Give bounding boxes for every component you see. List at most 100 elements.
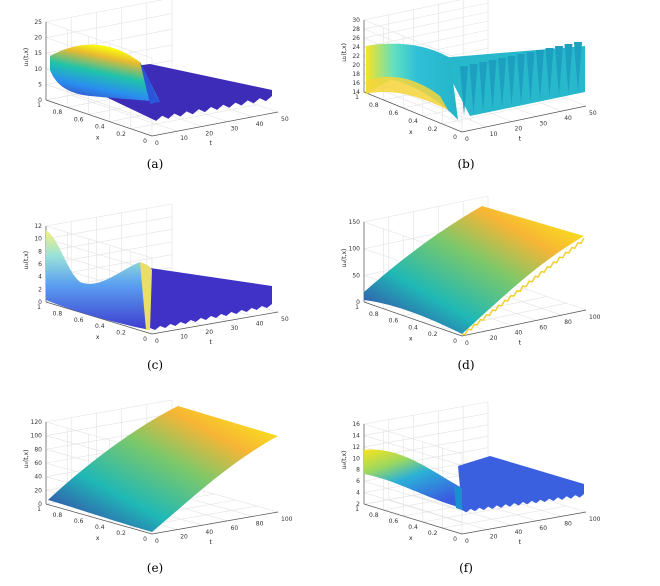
t-axis-line bbox=[461, 309, 587, 337]
z-tick-label: 2 bbox=[356, 501, 360, 508]
z-tick-label: 22 bbox=[352, 53, 360, 60]
t-tick-label: 60 bbox=[231, 525, 239, 532]
panel-caption: (e) bbox=[147, 561, 163, 575]
x-tick-label: 0.2 bbox=[428, 331, 438, 338]
surface-oscillation bbox=[461, 237, 585, 336]
t-axis-line bbox=[151, 511, 279, 535]
z-tick-label: 0 bbox=[38, 501, 42, 508]
z-axis-label: u₂(t,x) bbox=[341, 43, 348, 62]
z-tick-label: 16 bbox=[352, 80, 360, 87]
x-axis-line bbox=[45, 503, 153, 535]
panel-f: 24681012141600.20.40.60.81020406080100u₆… bbox=[341, 401, 601, 575]
x-tick-label: 0 bbox=[453, 134, 457, 141]
z-tick-label: 10 bbox=[352, 455, 360, 462]
x-tick-label: 0.4 bbox=[95, 124, 105, 131]
t-tick-label: 20 bbox=[205, 130, 213, 137]
x-tick-label: 1 bbox=[355, 94, 359, 101]
x-axis-label: x bbox=[96, 334, 100, 341]
x-tick-label: 1 bbox=[37, 506, 41, 513]
t-tick-label: 30 bbox=[231, 325, 239, 332]
t-tick-label: 40 bbox=[515, 529, 523, 536]
z-tick-label: 6 bbox=[356, 478, 360, 485]
z-tick-label: 14 bbox=[352, 432, 360, 439]
t-tick-label: 50 bbox=[589, 110, 597, 117]
x-tick-label: 0.6 bbox=[74, 116, 84, 123]
x-tick-label: 1 bbox=[37, 102, 41, 109]
t-tick-label: 0 bbox=[465, 538, 469, 545]
z-tick-label: 28 bbox=[352, 26, 360, 33]
t-tick-label: 30 bbox=[231, 126, 239, 133]
surface-oscillation bbox=[460, 42, 582, 116]
t-tick-label: 0 bbox=[155, 538, 159, 545]
x-tick-label: 0.6 bbox=[389, 318, 399, 325]
panel-caption: (b) bbox=[457, 157, 474, 171]
x-tick-label: 0.4 bbox=[408, 118, 418, 125]
z-tick-label: 4 bbox=[356, 490, 360, 497]
t-tick-label: 100 bbox=[589, 516, 601, 523]
z-tick-label: 60 bbox=[34, 460, 42, 467]
panel-caption: (d) bbox=[457, 358, 474, 372]
z-tick-label: 20 bbox=[34, 35, 42, 42]
t-tick-label: 80 bbox=[256, 520, 264, 527]
x-axis-label: x bbox=[409, 129, 413, 136]
panel-a: 051015202500.20.40.60.8101020304050u₁(t,… bbox=[23, 0, 289, 171]
t-tick-label: 40 bbox=[515, 330, 523, 337]
z-tick-label: 24 bbox=[352, 44, 360, 51]
surface bbox=[364, 449, 584, 513]
x-tick-label: 1 bbox=[355, 304, 359, 311]
surface-tail bbox=[458, 456, 584, 513]
z-tick-label: 8 bbox=[38, 248, 42, 255]
x-tick-label: 0.8 bbox=[53, 109, 63, 116]
surface bbox=[366, 42, 585, 120]
z-tick-label: 5 bbox=[38, 81, 42, 88]
z-tick-label: 0 bbox=[38, 97, 42, 104]
t-tick-label: 30 bbox=[539, 120, 547, 127]
surface-hump bbox=[50, 44, 160, 102]
t-tick-label: 20 bbox=[205, 329, 213, 336]
x-tick-label: 0.2 bbox=[116, 530, 126, 537]
x-tick-label: 0.2 bbox=[116, 330, 126, 337]
t-tick-label: 40 bbox=[256, 121, 264, 128]
surface bbox=[50, 44, 272, 121]
x-tick-label: 0 bbox=[453, 536, 457, 543]
surface bbox=[46, 230, 272, 330]
z-tick-label: 12 bbox=[352, 444, 360, 451]
z-tick-label: 80 bbox=[34, 446, 42, 453]
z-tick-label: 18 bbox=[352, 71, 360, 78]
x-tick-label: 0.8 bbox=[53, 310, 63, 317]
t-tick-label: 40 bbox=[256, 320, 264, 327]
x-tick-label: 0.4 bbox=[95, 524, 105, 531]
surface bbox=[364, 206, 585, 336]
x-tick-label: 0.8 bbox=[369, 311, 379, 318]
t-tick-label: 20 bbox=[515, 126, 523, 133]
t-tick-label: 80 bbox=[564, 319, 572, 326]
x-tick-label: 1 bbox=[355, 506, 359, 513]
x-tick-label: 0 bbox=[143, 138, 147, 145]
z-tick-label: 2 bbox=[38, 286, 42, 293]
x-tick-label: 0.6 bbox=[74, 317, 84, 324]
x-axis-line bbox=[363, 301, 463, 337]
t-tick-label: 80 bbox=[564, 520, 572, 527]
z-tick-label: 40 bbox=[34, 474, 42, 481]
t-axis-label: t bbox=[519, 339, 522, 346]
z-tick-label: 15 bbox=[34, 50, 42, 57]
z-axis-label: u₆(t,x) bbox=[341, 451, 348, 470]
z-tick-label: 0 bbox=[356, 299, 360, 306]
t-tick-label: 0 bbox=[155, 338, 159, 345]
x-tick-label: 0.4 bbox=[408, 524, 418, 531]
x-tick-label: 0.6 bbox=[389, 518, 399, 525]
x-axis-label: x bbox=[96, 535, 100, 542]
t-tick-label: 60 bbox=[539, 525, 547, 532]
x-tick-label: 0.8 bbox=[53, 512, 63, 519]
t-axis-label: t bbox=[519, 135, 522, 142]
z-tick-label: 12 bbox=[34, 223, 42, 230]
x-tick-label: 0.2 bbox=[116, 131, 126, 138]
t-axis-line bbox=[461, 105, 587, 133]
t-axis-line bbox=[461, 511, 587, 535]
z-tick-label: 10 bbox=[34, 236, 42, 243]
surface bbox=[48, 406, 278, 532]
t-tick-label: 20 bbox=[180, 534, 188, 541]
z-tick-label: 30 bbox=[352, 17, 360, 24]
surface-ramp bbox=[364, 449, 462, 508]
x-tick-label: 0.6 bbox=[389, 110, 399, 117]
